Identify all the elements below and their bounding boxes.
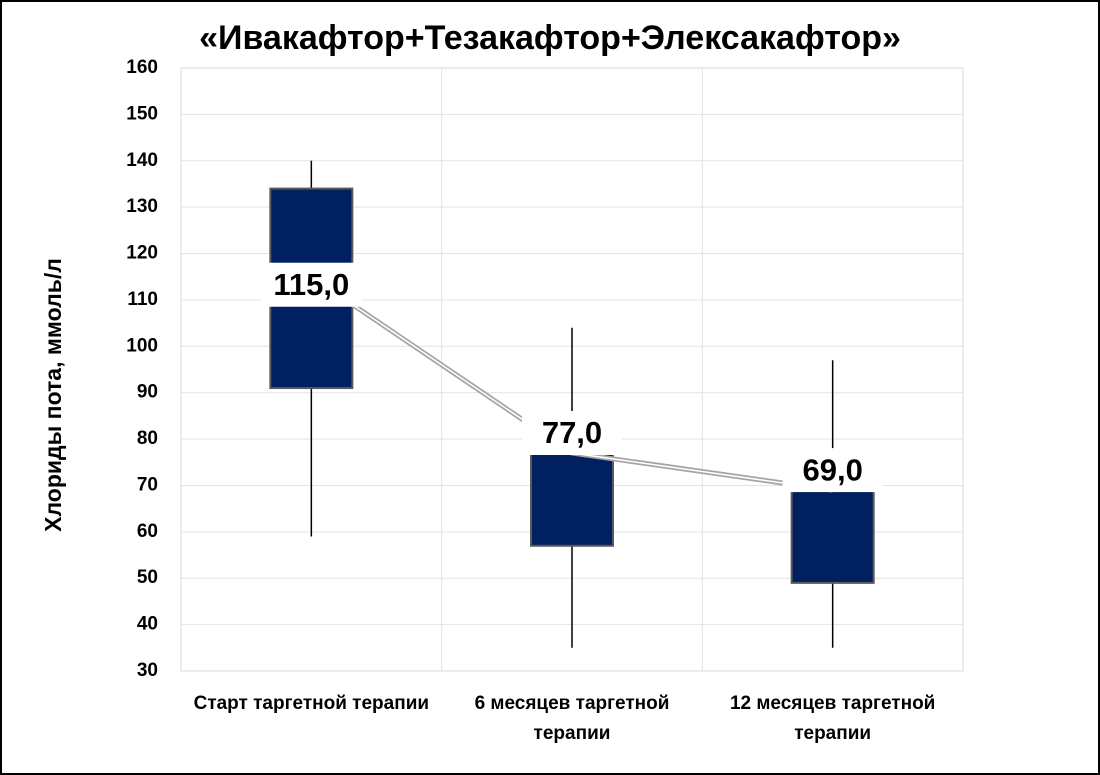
box xyxy=(790,489,875,584)
value-label: 77,0 xyxy=(542,415,602,450)
y-tick-label: 110 xyxy=(127,289,158,310)
y-tick-label: 60 xyxy=(137,521,158,542)
y-axis-title: Хлориды пота, ммоль/л xyxy=(40,258,66,532)
value-label: 69,0 xyxy=(802,452,862,487)
x-tick-label: 6 месяцев таргетной терапии xyxy=(474,693,670,744)
y-tick-label: 120 xyxy=(126,243,158,264)
chart-title: «Ивакафтор+Тезакафтор+Элексакафтор» xyxy=(199,19,901,57)
y-tick-label: 100 xyxy=(126,335,158,356)
x-tick-label: Старт таргетной терапии xyxy=(193,693,430,714)
y-tick-label: 30 xyxy=(137,660,158,681)
value-label-bg xyxy=(782,448,883,493)
y-tick-label: 140 xyxy=(126,150,158,171)
y-tick-label: 50 xyxy=(137,567,158,588)
y-tick-label: 70 xyxy=(137,474,158,495)
value-label-bg xyxy=(522,410,622,455)
y-tick-label: 130 xyxy=(126,196,158,217)
value-label: 115,0 xyxy=(273,267,349,302)
plot-border xyxy=(180,67,964,672)
y-tick-label: 40 xyxy=(137,614,158,635)
x-tick-label: 12 месяцев таргетной терапии xyxy=(729,693,936,744)
y-tick-label: 90 xyxy=(137,382,158,403)
y-tick-label: 80 xyxy=(137,428,158,449)
y-tick-label: 150 xyxy=(126,103,158,124)
value-label-bg xyxy=(261,262,362,307)
box xyxy=(530,447,614,547)
y-tick-label: 160 xyxy=(126,57,158,78)
